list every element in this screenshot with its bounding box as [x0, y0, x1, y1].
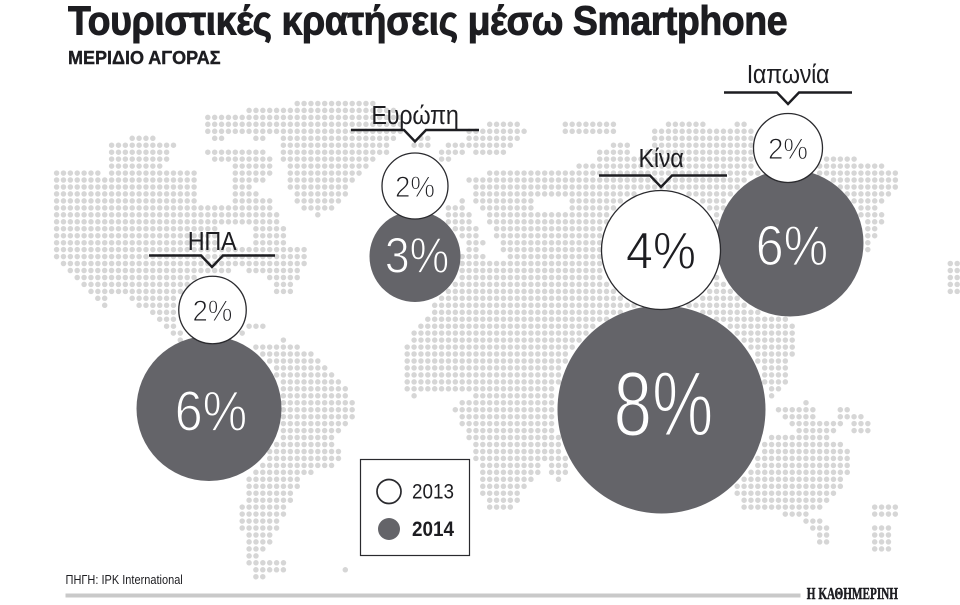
svg-text:ΗΠΑ: ΗΠΑ [188, 228, 237, 256]
svg-text:2014: 2014 [412, 518, 454, 541]
svg-text:2013: 2013 [412, 481, 454, 504]
svg-text:4%: 4% [626, 222, 696, 280]
svg-text:ΜΕΡΙΔΙΟ ΑΓΟΡΑΣ: ΜΕΡΙΔΙΟ ΑΓΟΡΑΣ [68, 48, 221, 68]
svg-text:8%: 8% [614, 353, 714, 456]
svg-text:Ευρώπη: Ευρώπη [371, 102, 458, 130]
svg-text:2%: 2% [193, 295, 233, 328]
svg-text:2%: 2% [768, 133, 808, 166]
svg-text:2%: 2% [395, 171, 435, 204]
svg-text:3%: 3% [385, 228, 449, 284]
svg-text:Η ΚΑΘΗΜΕΡΙΝΗ: Η ΚΑΘΗΜΕΡΙΝΗ [807, 585, 898, 600]
svg-text:ΠΗΓΗ: IPK International: ΠΗΓΗ: IPK International [66, 573, 183, 587]
svg-text:6%: 6% [756, 214, 828, 278]
svg-text:Τουριστικές κρατήσεις μέσω Sma: Τουριστικές κρατήσεις μέσω Smartphone [68, 0, 787, 44]
svg-text:Ιαπωνία: Ιαπωνία [747, 61, 830, 89]
svg-text:6%: 6% [175, 380, 247, 444]
svg-text:Κίνα: Κίνα [639, 145, 684, 173]
